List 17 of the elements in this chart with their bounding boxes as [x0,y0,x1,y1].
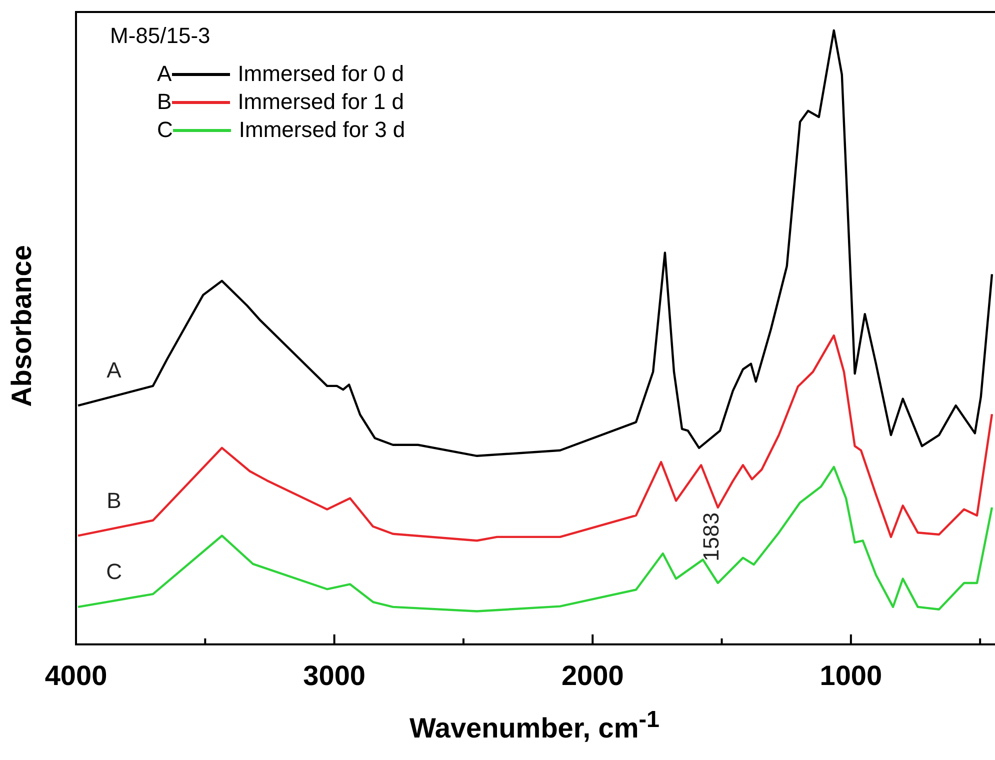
annotation: 1583 [698,512,724,562]
x-tick-label: 4000 [44,660,108,691]
x-axis-title: Wavenumber, cm$^{-1}$ [408,706,660,744]
text: C [157,117,173,142]
text: A [157,61,172,86]
annotation: B [106,488,122,513]
y-axis-title: Absorbance [6,244,38,409]
annotation: A [106,358,122,383]
legend-title: M-85/15-3 [110,22,212,50]
x-tick-label: 3000 [303,660,366,691]
x-tick-label: 1000 [820,660,882,691]
annotation: C [106,559,122,584]
text: B [157,89,172,114]
x-tick-label: 2000 [561,660,624,691]
legend-label: Immersed for 0 d [238,60,404,88]
legend-label: Immersed for 1 d [238,88,404,116]
legend-label: Immersed for 3 d [238,116,406,144]
